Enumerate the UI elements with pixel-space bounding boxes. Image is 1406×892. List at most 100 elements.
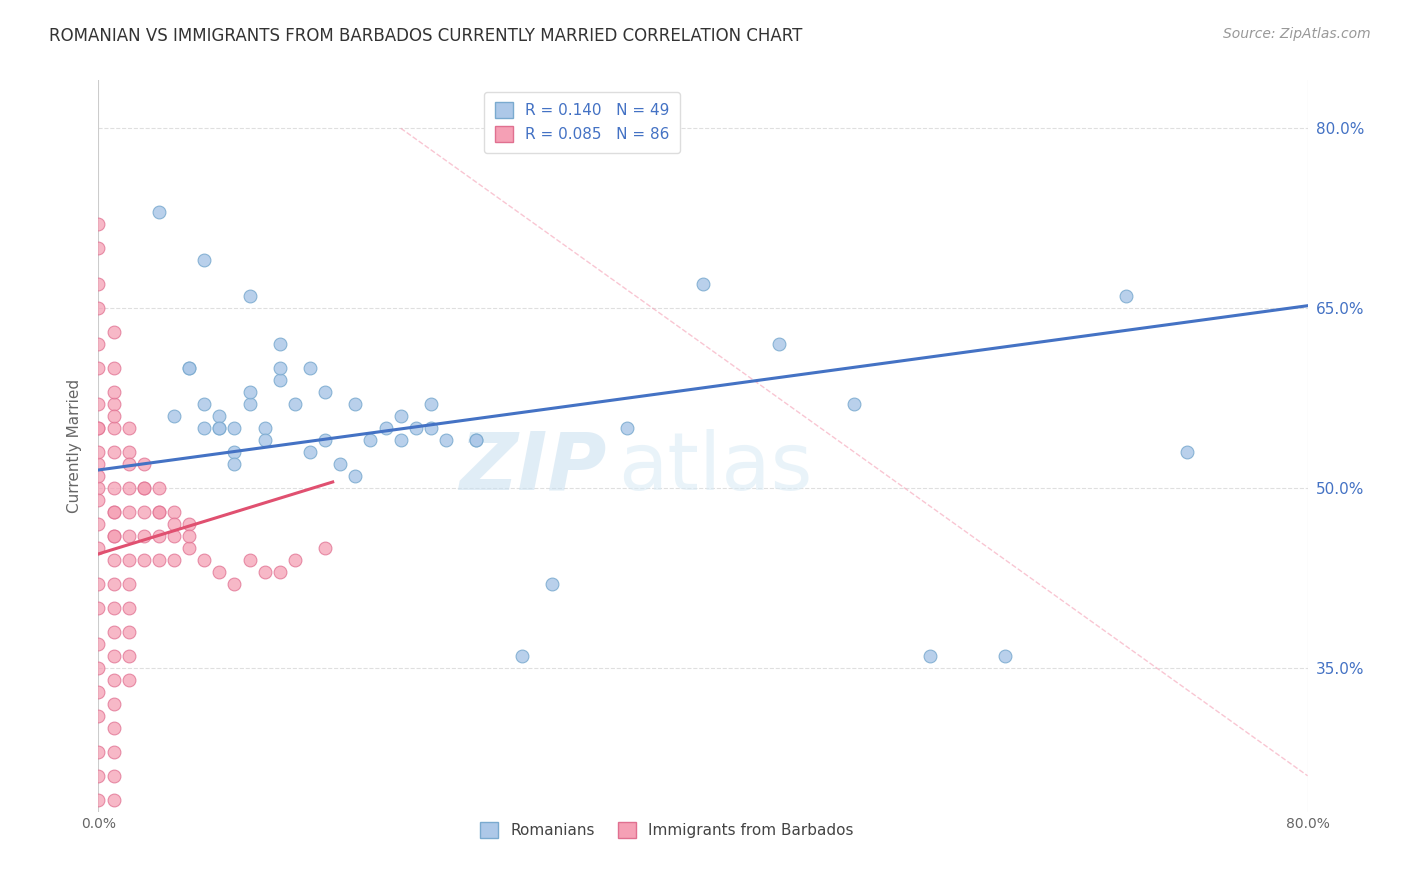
Point [692,277,714,292]
Point [224,577,246,591]
Point [118,481,141,495]
Point [103,529,125,543]
Point [118,577,141,591]
Point [118,673,141,687]
Point [208,409,231,423]
Point [208,565,231,579]
Point [87,421,110,435]
Point [299,361,322,376]
Point [465,433,488,447]
Point [616,421,638,435]
Text: Source: ZipAtlas.com: Source: ZipAtlas.com [1223,27,1371,41]
Point [103,553,125,567]
Point [87,361,110,376]
Point [148,205,170,219]
Point [87,577,110,591]
Point [434,433,457,447]
Point [163,505,186,519]
Point [374,421,396,435]
Point [87,445,110,459]
Point [103,361,125,376]
Point [1175,445,1198,459]
Point [148,529,170,543]
Point [224,445,246,459]
Point [132,457,155,471]
Point [103,721,125,735]
Point [103,624,125,639]
Point [103,793,125,807]
Point [239,397,262,411]
Point [87,661,110,675]
Point [994,648,1017,663]
Point [118,648,141,663]
Point [87,541,110,555]
Point [269,337,291,351]
Point [118,457,141,471]
Point [103,385,125,400]
Point [179,541,201,555]
Point [103,648,125,663]
Point [1115,289,1137,303]
Point [179,361,201,376]
Point [103,673,125,687]
Point [253,433,276,447]
Point [118,445,141,459]
Text: atlas: atlas [619,429,813,507]
Point [179,516,201,531]
Point [314,541,336,555]
Point [87,600,110,615]
Point [284,397,307,411]
Point [420,421,443,435]
Point [87,769,110,783]
Point [87,637,110,651]
Point [118,505,141,519]
Point [87,397,110,411]
Point [269,565,291,579]
Point [360,433,382,447]
Point [103,409,125,423]
Point [344,469,367,483]
Point [510,648,533,663]
Point [208,421,231,435]
Point [118,600,141,615]
Point [269,361,291,376]
Point [768,337,790,351]
Point [193,253,215,268]
Point [103,445,125,459]
Point [132,481,155,495]
Point [103,421,125,435]
Point [208,421,231,435]
Point [118,529,141,543]
Point [148,481,170,495]
Point [163,409,186,423]
Point [193,421,215,435]
Point [314,433,336,447]
Text: ROMANIAN VS IMMIGRANTS FROM BARBADOS CURRENTLY MARRIED CORRELATION CHART: ROMANIAN VS IMMIGRANTS FROM BARBADOS CUR… [49,27,803,45]
Y-axis label: Currently Married: Currently Married [66,379,82,513]
Point [103,697,125,711]
Point [132,481,155,495]
Point [87,421,110,435]
Point [118,421,141,435]
Point [87,457,110,471]
Point [420,397,443,411]
Point [132,505,155,519]
Point [118,553,141,567]
Point [132,529,155,543]
Point [465,433,488,447]
Point [389,409,412,423]
Point [253,421,276,435]
Point [179,361,201,376]
Point [193,397,215,411]
Point [103,577,125,591]
Point [148,505,170,519]
Point [239,553,262,567]
Point [87,492,110,507]
Point [103,745,125,759]
Point [103,397,125,411]
Point [179,529,201,543]
Point [253,565,276,579]
Point [540,577,562,591]
Point [87,241,110,255]
Point [224,421,246,435]
